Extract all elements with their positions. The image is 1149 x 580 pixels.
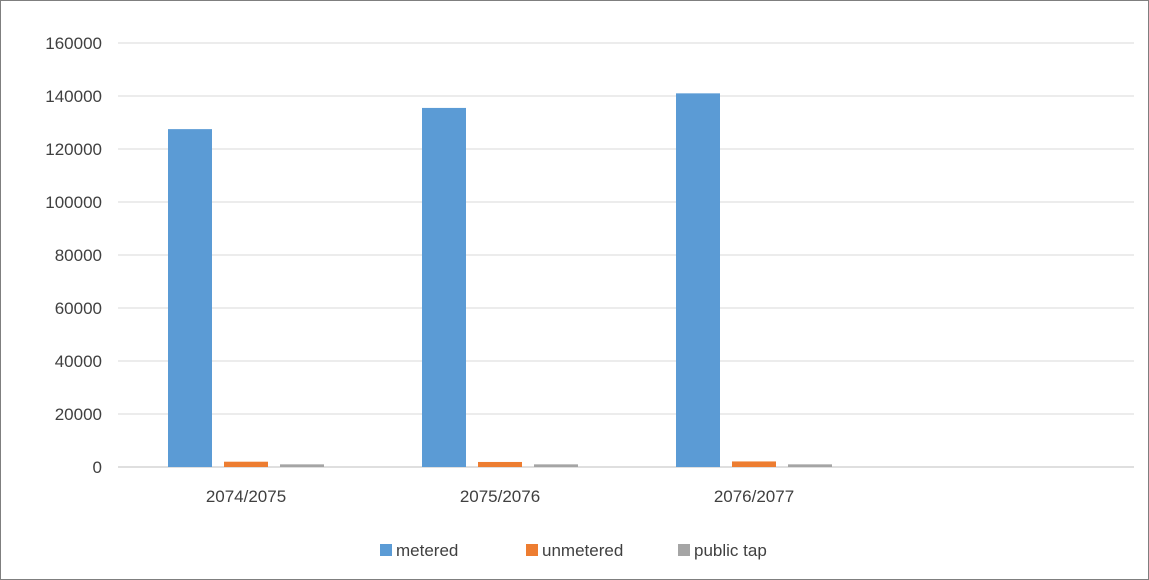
y-tick-label: 20000 <box>55 405 102 424</box>
y-tick-label: 40000 <box>55 352 102 371</box>
bar-metered <box>422 107 466 468</box>
y-tick-label: 140000 <box>45 87 102 106</box>
x-axis-category-labels: 2074/2075 2075/2076 2076/2077 <box>206 487 794 506</box>
y-tick-label: 60000 <box>55 299 102 318</box>
x-category-label: 2074/2075 <box>206 487 286 506</box>
legend: metered unmetered public tap <box>380 541 767 560</box>
bar-metered <box>676 93 720 467</box>
y-tick-label: 0 <box>93 458 102 477</box>
bar-unmetered <box>478 461 522 467</box>
bar-public-tap <box>788 464 832 467</box>
legend-swatch-metered <box>380 544 392 556</box>
y-tick-label: 80000 <box>55 246 102 265</box>
bar-metered <box>168 129 212 467</box>
y-tick-label: 160000 <box>45 34 102 53</box>
legend-label-public-tap: public tap <box>694 541 767 560</box>
x-category-label: 2075/2076 <box>460 487 540 506</box>
bar-unmetered <box>732 461 776 467</box>
legend-swatch-public-tap <box>678 544 690 556</box>
legend-label-metered: metered <box>396 541 458 560</box>
legend-swatch-unmetered <box>526 544 538 556</box>
bar-public-tap <box>280 464 324 467</box>
y-tick-label: 100000 <box>45 193 102 212</box>
bar-public-tap <box>534 464 578 467</box>
y-axis-tick-labels: 0 20000 40000 60000 80000 100000 120000 140000 1… <box>45 34 102 477</box>
legend-label-unmetered: unmetered <box>542 541 623 560</box>
bar-unmetered <box>224 461 268 467</box>
y-tick-label: 120000 <box>45 140 102 159</box>
bars <box>168 93 832 468</box>
x-category-label: 2076/2077 <box>714 487 794 506</box>
gridlines <box>118 42 1134 468</box>
